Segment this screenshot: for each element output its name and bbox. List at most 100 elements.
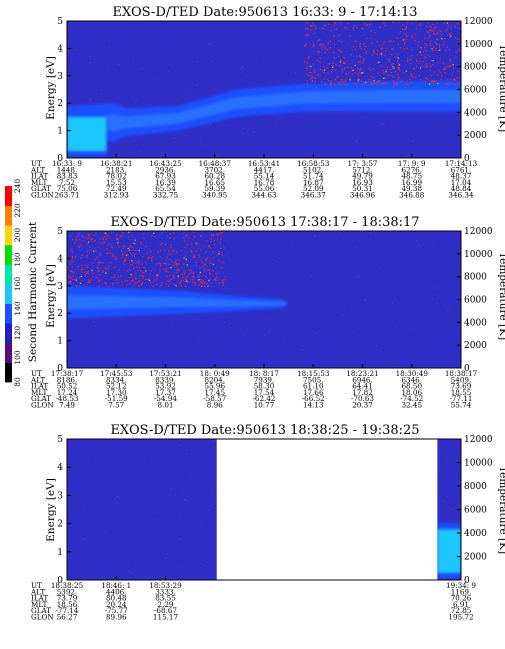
orbit-value: 72.49 (106, 184, 127, 193)
noise-dot (195, 242, 197, 244)
noise-dot (437, 474, 439, 477)
noise-dot (222, 279, 224, 281)
spectrogram-panel-3: EXOS-D/TED Date:950613 18:38:25 - 19:38:… (30, 423, 505, 622)
noise-dot (389, 283, 391, 285)
noise-dot (112, 282, 114, 284)
noise-dot (398, 69, 401, 71)
noise-dot (93, 234, 95, 237)
orbit-value: 55.14 (254, 172, 275, 181)
noise-dot (159, 269, 161, 271)
y-tick-label: 2 (57, 520, 63, 530)
orbit-value: 16.78 (254, 178, 275, 187)
noise-dot (330, 29, 332, 32)
noise-dot (354, 279, 357, 281)
noise-dot (69, 281, 72, 283)
noise-dot (435, 27, 437, 29)
orbit-row-label: MLT (31, 388, 48, 397)
noise-dot (219, 242, 221, 244)
noise-dot (129, 24, 132, 26)
noise-dot (391, 28, 393, 30)
orbit-value: 49.79 (352, 172, 373, 181)
noise-dot (180, 285, 183, 287)
noise-dot (422, 61, 424, 63)
orbit-value: 18.55 (451, 388, 472, 397)
noise-dot (458, 48, 460, 50)
orbit-value: 8.01 (157, 401, 173, 410)
noise-dot (127, 247, 129, 250)
noise-dot (209, 273, 211, 275)
noise-dot (391, 302, 393, 304)
noise-dot (236, 258, 238, 260)
noise-dot (190, 75, 192, 78)
noise-dot (258, 248, 260, 250)
noise-dot (141, 274, 143, 277)
noise-dot (122, 357, 125, 359)
orbit-value: 52.09 (303, 184, 324, 193)
noise-dot (165, 81, 168, 83)
noise-dot (128, 231, 130, 233)
noise-dot (203, 245, 205, 247)
noise-dot (114, 247, 116, 249)
orbit-value: 17.54 (254, 388, 275, 397)
noise-dot (324, 46, 327, 48)
noise-dot (451, 360, 453, 362)
noise-dot (389, 68, 392, 71)
orbit-value: 3702. (204, 165, 225, 174)
noise-dot (151, 257, 153, 259)
noise-dot (192, 272, 194, 275)
noise-dot (134, 239, 136, 241)
noise-dot (411, 290, 414, 292)
noise-dot (402, 39, 405, 41)
noise-dot (220, 233, 222, 235)
noise-dot (210, 123, 212, 125)
noise-dot (366, 37, 368, 40)
noise-dot (218, 233, 220, 235)
noise-dot (398, 34, 400, 37)
noise-dot (130, 255, 132, 257)
noise-dot (405, 35, 407, 37)
noise-dot (218, 282, 221, 284)
noise-dot (103, 235, 106, 237)
noise-dot (108, 46, 110, 48)
orbit-value: 17.30 (106, 388, 127, 397)
noise-dot (438, 49, 441, 51)
noise-dot (158, 262, 160, 264)
noise-dot (194, 147, 196, 149)
noise-dot (200, 235, 202, 237)
noise-dot (331, 69, 334, 71)
noise-dot (329, 47, 332, 49)
noise-dot (107, 268, 109, 270)
noise-dot (109, 252, 112, 254)
noise-dot (301, 327, 304, 329)
noise-dot (315, 25, 317, 28)
y-right-tick-label: 10000 (464, 40, 493, 50)
noise-dot (169, 237, 171, 239)
noise-dot (370, 254, 373, 256)
noise-dot (88, 234, 90, 237)
noise-dot (447, 455, 449, 457)
noise-dot (120, 281, 123, 283)
noise-dot (391, 68, 393, 70)
noise-dot (419, 345, 421, 347)
emission-band-core (67, 89, 461, 131)
noise-dot (430, 30, 432, 32)
noise-dot (121, 231, 123, 233)
noise-dot (107, 252, 109, 255)
noise-dot (220, 247, 222, 250)
noise-dot (206, 561, 208, 563)
noise-dot (308, 60, 310, 62)
noise-dot (127, 358, 129, 360)
noise-dot (183, 263, 185, 265)
noise-dot (317, 50, 320, 52)
noise-dot (200, 136, 203, 138)
noise-dot (67, 40, 69, 42)
orbit-row-label: GLAT (31, 606, 51, 615)
noise-dot (367, 286, 370, 288)
noise-dot (258, 231, 260, 233)
orbit-table: UTALTILATMLTGLATGLON17:38:178186.50.5217… (30, 364, 478, 410)
plot-area (67, 439, 461, 580)
noise-dot (359, 43, 361, 45)
noise-dot (428, 25, 431, 27)
noise-dot (425, 63, 428, 65)
